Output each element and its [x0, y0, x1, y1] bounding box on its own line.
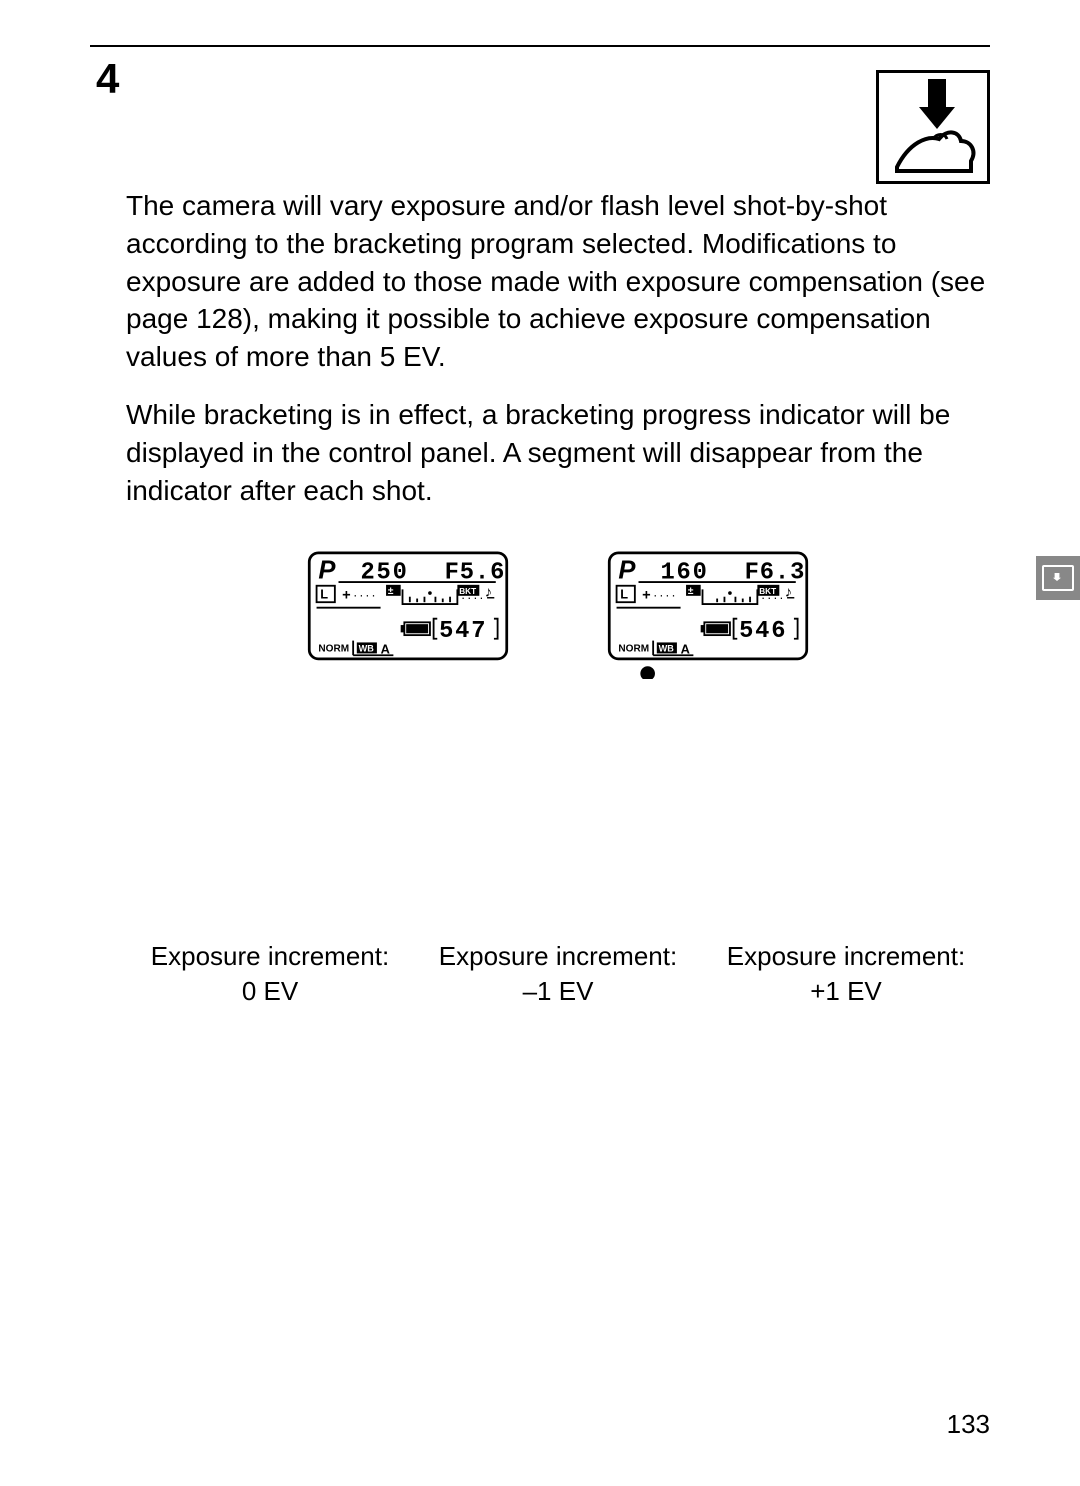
svg-text:WB: WB [659, 644, 675, 654]
svg-text:–: – [787, 591, 795, 607]
svg-text:····: ···· [653, 588, 677, 603]
ev-value-2: +1 EV [702, 974, 990, 1009]
section-tab-exposure-icon [1036, 556, 1080, 600]
lcd-panel-left: P 250 F5.6 L + ± [298, 551, 518, 679]
ev-col-1: Exposure increment: –1 EV [414, 939, 702, 1009]
svg-text:WB: WB [359, 644, 375, 654]
ev-col-2: Exposure increment: +1 EV [702, 939, 990, 1009]
svg-text:+: + [642, 588, 651, 604]
manual-page: 4 The camera will vary exposure and/or f… [0, 0, 1080, 1486]
svg-text:A: A [381, 642, 390, 657]
lcd-shutter: 250 [360, 560, 408, 587]
lcd-mode: P [318, 557, 336, 585]
ev-col-0: Exposure increment: 0 EV [126, 939, 414, 1009]
page-number: 133 [947, 1409, 990, 1440]
lcd-size: L [320, 587, 328, 602]
ev-value-0: 0 EV [126, 974, 414, 1009]
ev-value-1: –1 EV [414, 974, 702, 1009]
shutter-press-illustration [876, 70, 990, 184]
ev-label: Exposure increment: [702, 939, 990, 974]
svg-text:160: 160 [660, 560, 708, 587]
ev-label-row: Exposure increment: 0 EV Exposure increm… [126, 939, 990, 1009]
svg-text:NORM: NORM [618, 644, 649, 655]
lcd-aperture: F5.6 [445, 560, 506, 587]
top-rule [90, 45, 990, 47]
paragraph-1: The camera will vary exposure and/or fla… [126, 187, 990, 376]
lcd-panel-right: P 160 F6.3 L + ± BKT ♪ – ···· [598, 551, 818, 679]
svg-text:····: ···· [461, 591, 485, 606]
svg-text:L: L [620, 587, 628, 602]
svg-text:F6.3: F6.3 [745, 560, 806, 587]
lcd-quality: NORM [318, 644, 349, 655]
svg-text:P: P [618, 557, 636, 585]
svg-text:±: ± [688, 586, 694, 597]
ev-label: Exposure increment: [414, 939, 702, 974]
svg-text:····: ···· [761, 591, 785, 606]
paragraph-2: While bracketing is in effect, a bracket… [126, 396, 990, 509]
ev-label: Exposure increment: [126, 939, 414, 974]
svg-text:····: ···· [353, 588, 377, 603]
body-text: The camera will vary exposure and/or fla… [126, 187, 990, 1010]
step-number: 4 [96, 55, 119, 103]
svg-text:±: ± [388, 586, 394, 597]
lcd-minus: – [487, 591, 495, 607]
lcd-row: P 250 F5.6 L + ± [126, 551, 990, 679]
svg-text:546: 546 [739, 618, 787, 645]
lcd-plus: + [342, 588, 351, 604]
lcd-shots: 547 [439, 618, 487, 645]
svg-text:A: A [681, 642, 690, 657]
